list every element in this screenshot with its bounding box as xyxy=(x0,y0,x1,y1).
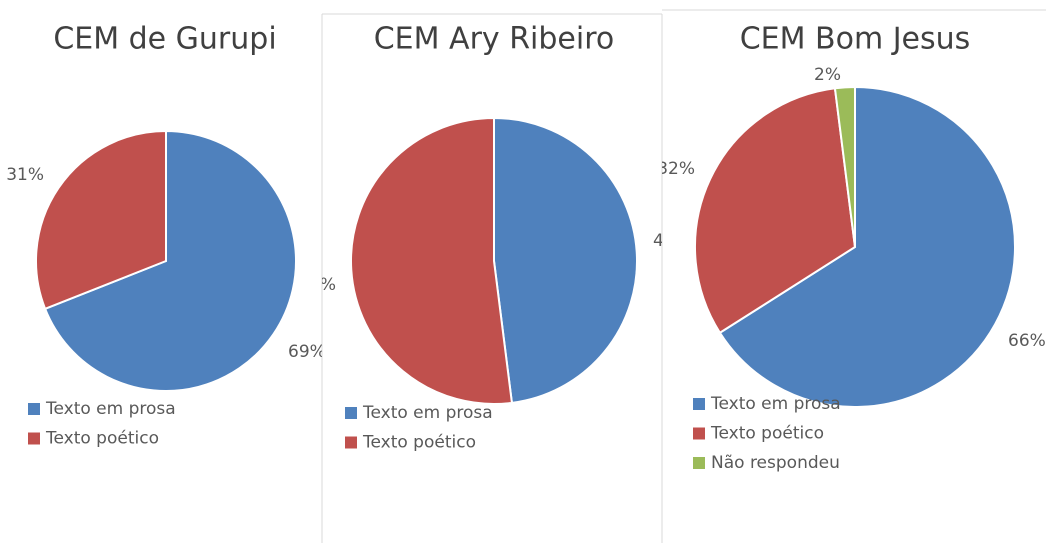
pie-slice xyxy=(43,129,297,392)
chart-title: CEM Ary Ribeiro xyxy=(374,22,615,57)
pie-slice xyxy=(694,87,857,335)
legend-label: Não respondeu xyxy=(711,453,840,473)
legend-swatch xyxy=(345,407,357,419)
pie-slice xyxy=(493,116,638,404)
data-label: 69% xyxy=(288,342,326,362)
legend-label: Texto em prosa xyxy=(710,394,841,414)
chart-title: CEM de Gurupi xyxy=(53,22,276,57)
legend-label: Texto poético xyxy=(710,424,824,444)
pie-slice xyxy=(718,85,1016,408)
data-label: 52% xyxy=(298,275,336,295)
chart-panel: 69% 31% Texto em prosa Texto poético CEM de … xyxy=(6,22,326,449)
data-label: 31% xyxy=(6,165,44,185)
data-label: 66% xyxy=(1008,331,1046,351)
legend-label: Texto em prosa xyxy=(45,399,176,419)
legend-label: Texto poético xyxy=(362,433,476,453)
legend-swatch xyxy=(28,432,40,445)
data-label: 48% xyxy=(653,231,691,251)
chart-panel: 48% 52% Texto em prosa Texto poético CEM Ary… xyxy=(298,22,691,453)
legend-swatch xyxy=(693,427,705,440)
chart-panel: 66% 32% 2% Texto em prosa Texto poético Não r… xyxy=(657,22,1046,474)
data-label: 2% xyxy=(814,65,841,85)
legend-swatch xyxy=(28,403,40,415)
legend-swatch xyxy=(693,398,705,410)
pie-slice xyxy=(35,129,167,311)
legend-swatch xyxy=(345,436,357,449)
legend-label: Texto em prosa xyxy=(362,403,493,423)
pie-slice xyxy=(350,116,514,405)
legend-swatch xyxy=(693,457,705,469)
data-label: 32% xyxy=(657,159,695,179)
legend-label: Texto poético xyxy=(45,429,159,449)
chart-title: CEM Bom Jesus xyxy=(740,22,971,57)
pie-slice xyxy=(833,85,856,248)
